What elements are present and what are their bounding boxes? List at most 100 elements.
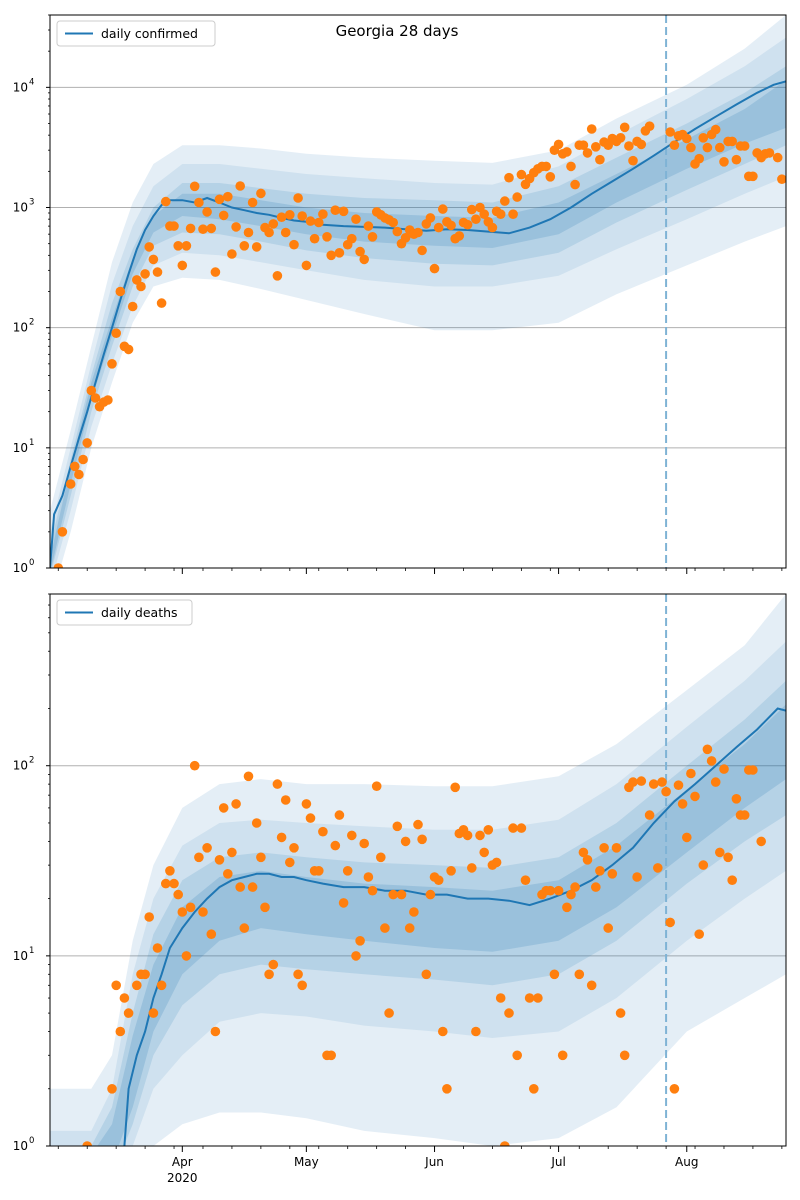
observed-point-0: [82, 1141, 92, 1146]
observed-point-55: [334, 810, 345, 820]
observed-point-98: [512, 1050, 522, 1061]
observed-point-109: [508, 209, 518, 219]
observed-point-154: [748, 765, 758, 775]
observed-point-113: [574, 969, 585, 980]
observed-point-43: [285, 857, 295, 868]
ytick-label-1: 10: [13, 949, 28, 963]
ytick-label-exp-2: 2: [29, 318, 34, 328]
observed-point-156: [719, 157, 729, 167]
observed-point-45: [293, 969, 303, 980]
observed-point-142: [698, 860, 709, 870]
observed-point-122: [611, 843, 622, 853]
ytick-label-1: 10: [13, 441, 28, 455]
uncertainty-band-0: [50, 594, 786, 1146]
observed-point-112: [570, 882, 580, 892]
observed-point-43: [235, 181, 245, 191]
ytick-label-exp-1: 1: [29, 946, 34, 956]
observed-point-72: [355, 246, 365, 257]
observed-point-106: [545, 885, 556, 896]
observed-point-119: [599, 843, 609, 853]
observed-point-4: [74, 469, 84, 480]
observed-point-80: [438, 1026, 448, 1037]
observed-point-131: [653, 863, 663, 873]
observed-point-62: [314, 217, 324, 228]
observed-point-88: [471, 1026, 481, 1037]
figure-title: Georgia 28 days: [336, 22, 459, 40]
observed-point-14: [115, 286, 126, 297]
observed-point-64: [322, 232, 332, 242]
observed-point-136: [619, 122, 630, 133]
observed-point-143: [665, 127, 675, 137]
observed-point-144: [669, 140, 680, 150]
observed-point-134: [665, 917, 675, 928]
observed-point-46: [297, 980, 308, 991]
observed-point-169: [777, 174, 786, 184]
observed-point-67: [334, 248, 345, 258]
observed-point-47: [251, 242, 262, 252]
observed-point-1: [57, 527, 68, 537]
observed-point-63: [367, 885, 378, 896]
observed-point-17: [127, 301, 138, 312]
observed-point-70: [347, 233, 357, 244]
median-line: [50, 80, 786, 568]
observed-point-140: [636, 139, 647, 150]
observed-point-30: [181, 241, 192, 251]
observed-point-61: [309, 233, 320, 244]
observed-point-124: [619, 1050, 630, 1061]
observed-point-121: [607, 869, 618, 879]
observed-point-146: [715, 847, 725, 858]
observed-point-150: [731, 794, 742, 804]
observed-point-99: [467, 204, 477, 215]
observed-point-44: [239, 241, 250, 251]
observed-point-4: [119, 993, 130, 1003]
plot-area: [50, 15, 786, 568]
observed-point-26: [214, 855, 225, 865]
observed-point-123: [566, 161, 576, 172]
observed-point-21: [144, 242, 154, 252]
observed-point-39: [218, 210, 229, 221]
observed-point-28: [173, 241, 183, 251]
observed-point-102: [479, 209, 490, 219]
ytick-label-2: 10: [13, 321, 28, 335]
legend: daily confirmed: [56, 20, 216, 47]
ytick-label-2: 10: [13, 759, 28, 773]
observed-point-148: [686, 142, 696, 153]
observed-point-50: [314, 866, 324, 876]
observed-point-77: [425, 889, 436, 900]
observed-point-41: [276, 832, 287, 843]
observed-point-99: [516, 823, 527, 833]
observed-point-59: [301, 260, 312, 271]
observed-point-135: [669, 1084, 680, 1094]
observed-point-130: [595, 154, 605, 165]
observed-point-98: [462, 219, 473, 230]
observed-point-100: [520, 875, 531, 885]
observed-point-80: [388, 217, 399, 228]
observed-point-44: [289, 843, 299, 853]
observed-point-29: [177, 260, 188, 271]
observed-point-155: [756, 836, 766, 847]
observed-point-23: [202, 843, 212, 853]
observed-point-33: [194, 197, 204, 208]
plot-area: [50, 594, 786, 1146]
observed-point-71: [351, 214, 361, 224]
observed-point-152: [739, 810, 750, 820]
observed-point-128: [586, 124, 597, 134]
observed-point-143: [702, 744, 713, 755]
observed-point-154: [710, 124, 721, 135]
observed-point-21: [194, 852, 204, 863]
observed-point-137: [677, 799, 688, 809]
ytick-label-4: 10: [13, 80, 28, 94]
observed-point-65: [326, 250, 337, 261]
observed-point-145: [710, 777, 721, 787]
observed-point-51: [318, 826, 328, 837]
observed-point-86: [462, 830, 473, 841]
observed-point-35: [202, 207, 212, 217]
observed-point-42: [231, 222, 241, 232]
observed-point-76: [421, 969, 432, 980]
observed-point-8: [140, 969, 150, 980]
observed-point-10: [148, 1008, 159, 1018]
observed-point-8: [90, 393, 101, 403]
observed-point-45: [243, 227, 254, 238]
observed-point-138: [628, 155, 638, 166]
observed-point-5: [78, 454, 88, 465]
